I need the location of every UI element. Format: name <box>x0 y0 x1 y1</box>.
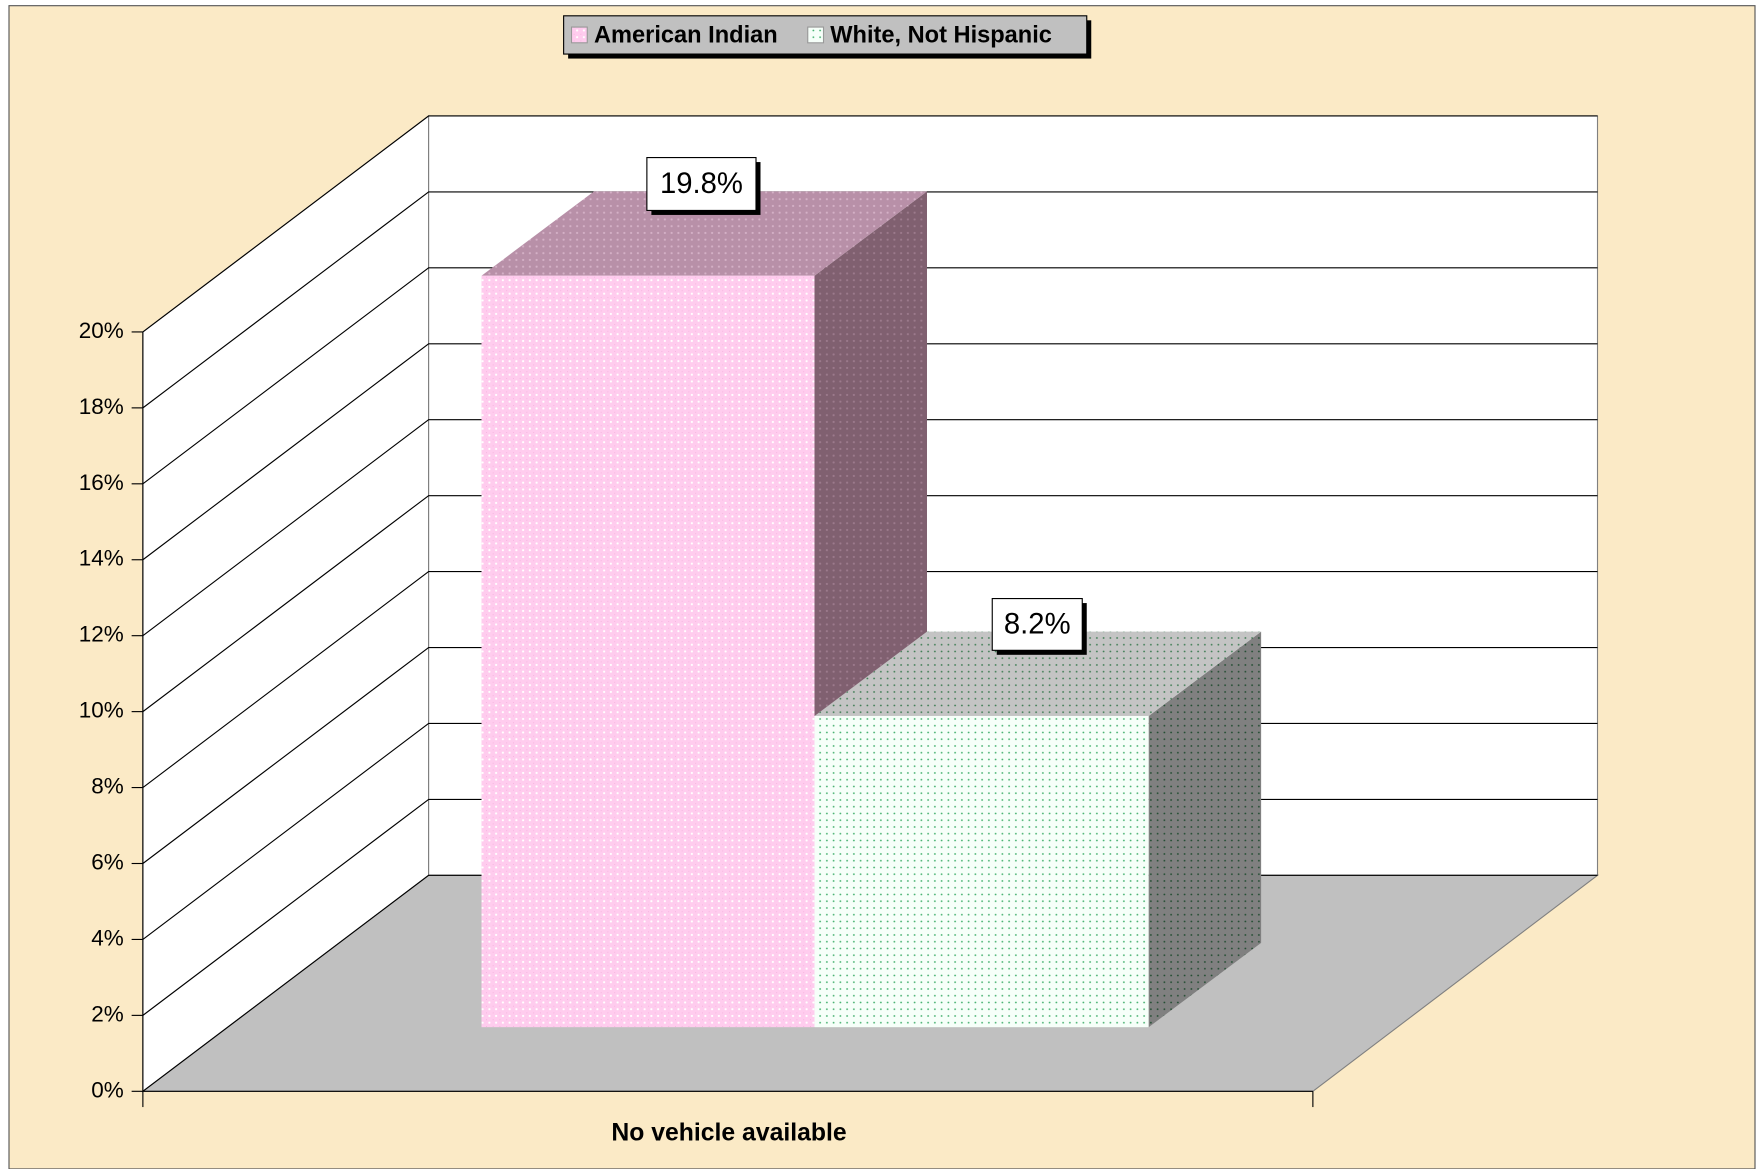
grid-line <box>142 115 1598 333</box>
grid-line <box>142 571 1598 789</box>
y-tick-label: 20% <box>79 318 124 343</box>
grid-line <box>142 267 1598 485</box>
y-tick-label: 4% <box>91 925 124 950</box>
y-tick-label: 8% <box>91 774 124 799</box>
legend-label: American Indian <box>594 22 778 48</box>
y-tick-label: 6% <box>91 849 124 874</box>
bar-top <box>481 191 927 276</box>
legend-box <box>563 15 1088 55</box>
grid-line <box>142 419 1598 637</box>
y-tick-label: 14% <box>79 546 124 571</box>
bar-side <box>1148 631 1262 1028</box>
y-tick-label: 10% <box>79 698 124 723</box>
y-tick-label: 12% <box>79 622 124 647</box>
y-tick-label: 0% <box>91 1077 124 1102</box>
y-tick-label: 2% <box>91 1001 124 1026</box>
label-box <box>991 598 1083 651</box>
bar-front <box>814 715 1149 1028</box>
bar <box>814 631 1262 1028</box>
y-tick-label: 16% <box>79 470 124 495</box>
grid-line <box>142 343 1598 561</box>
legend-label: White, Not Hispanic <box>830 22 1052 48</box>
grid-line <box>142 191 1598 409</box>
legend-swatch <box>570 26 588 44</box>
bar-top <box>814 631 1262 716</box>
grid-line <box>142 495 1598 713</box>
label-box <box>646 157 757 211</box>
data-label: 8.2% <box>1004 608 1071 640</box>
data-label: 19.8% <box>660 168 743 200</box>
x-tick-label: No vehicle available <box>611 1120 846 1147</box>
y-tick-label: 18% <box>79 394 124 419</box>
bar-front <box>481 275 815 1028</box>
legend-swatch <box>807 26 825 44</box>
